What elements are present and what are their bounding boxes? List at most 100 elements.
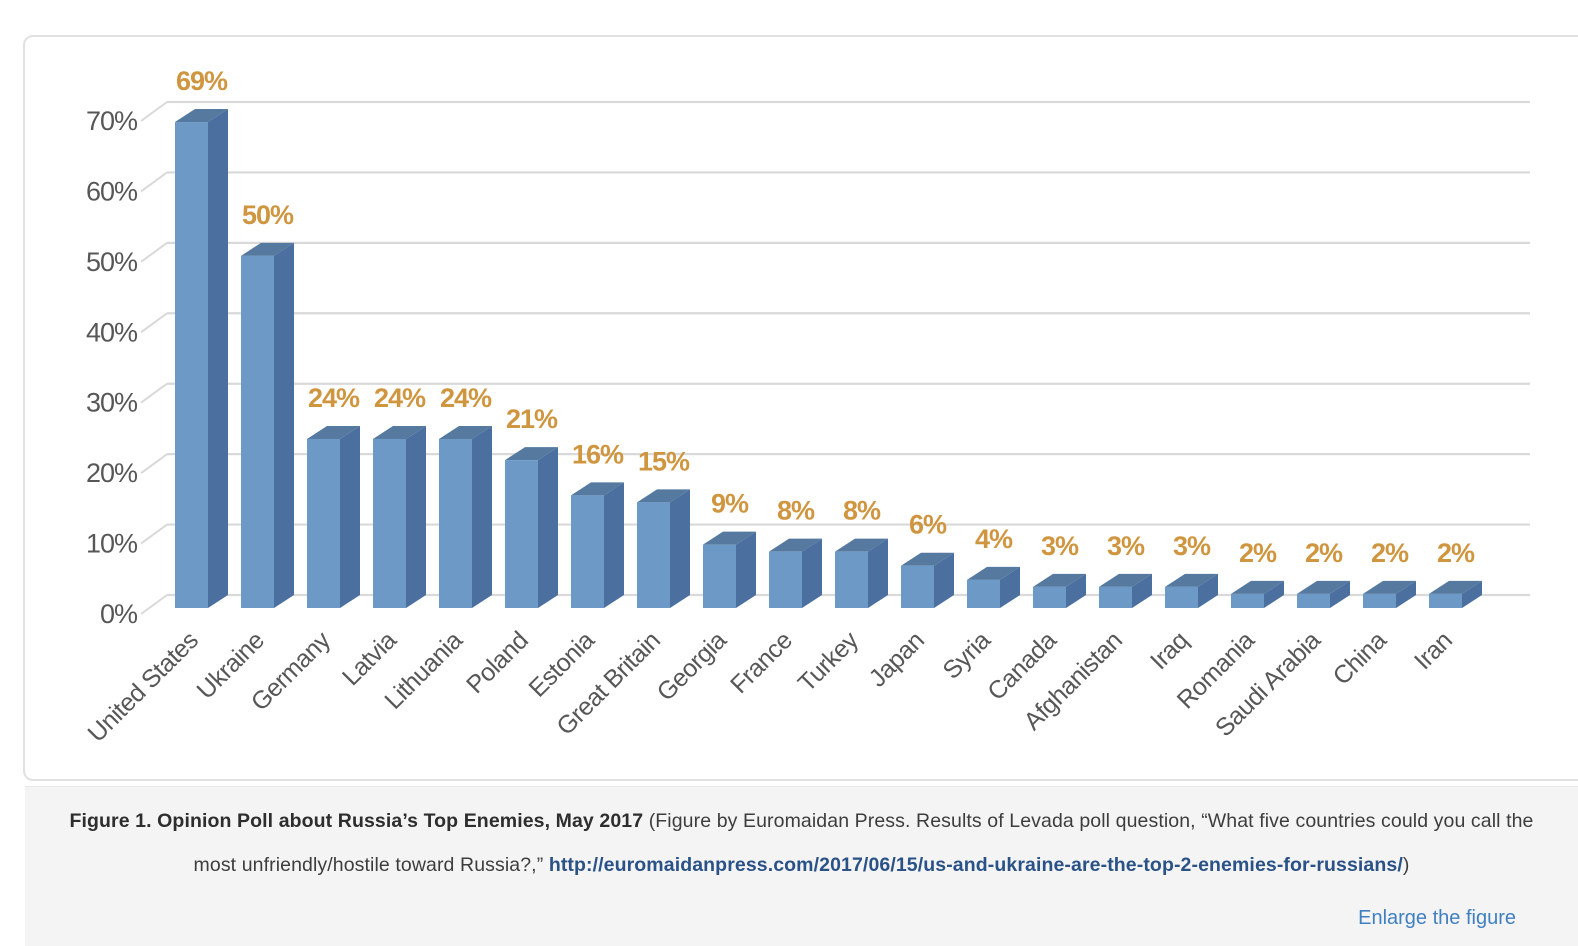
bar-value-label: 2% bbox=[1371, 538, 1409, 568]
bar bbox=[241, 255, 274, 608]
bar-side-face bbox=[934, 552, 954, 608]
y-axis-lead-line bbox=[140, 171, 168, 193]
bar-side-face bbox=[1198, 573, 1218, 608]
bar-side-face bbox=[736, 531, 756, 608]
bar-value-label: 2% bbox=[1437, 538, 1475, 568]
bar-side-face bbox=[274, 242, 294, 608]
bar-value-label: 24% bbox=[374, 383, 426, 413]
bar bbox=[1429, 593, 1462, 608]
x-category-label: Iraq bbox=[1145, 626, 1194, 675]
bar bbox=[835, 551, 868, 608]
bar-side-face bbox=[406, 425, 426, 608]
bar-side-face bbox=[1462, 580, 1482, 608]
y-tick-label: 40% bbox=[86, 317, 138, 347]
y-axis-lead-line bbox=[140, 594, 168, 615]
bar-value-label: 9% bbox=[711, 489, 749, 519]
bar bbox=[505, 460, 538, 608]
bar-side-face bbox=[1000, 566, 1020, 608]
y-tick-label: 50% bbox=[86, 247, 138, 277]
bar bbox=[175, 122, 208, 609]
bar-value-label: 24% bbox=[308, 383, 360, 413]
x-category-label: Syria bbox=[937, 626, 996, 685]
bar-side-face bbox=[538, 447, 558, 608]
figure-chart-panel: 0% 10% 20% 30% 40% 50% 60% 70% 69% United States 5… bbox=[23, 35, 1578, 781]
bar-value-label: 24% bbox=[440, 383, 492, 413]
y-axis-lead-line bbox=[140, 242, 168, 263]
bar-top-face bbox=[769, 538, 822, 552]
bar bbox=[1363, 593, 1396, 608]
caption-close-paren: ) bbox=[1402, 854, 1410, 876]
bar-side-face bbox=[604, 482, 624, 608]
bar-top-face bbox=[901, 552, 954, 566]
bar-top-face bbox=[1099, 573, 1152, 587]
bar-top-face bbox=[439, 425, 492, 439]
bar-side-face bbox=[1264, 580, 1284, 608]
bar-value-label: 3% bbox=[1041, 531, 1079, 561]
bar bbox=[307, 438, 340, 608]
bar-value-label: 6% bbox=[909, 510, 947, 540]
bar-value-label: 2% bbox=[1305, 538, 1343, 568]
bar-side-face bbox=[208, 109, 228, 609]
bar bbox=[1297, 593, 1330, 608]
enlarge-figure-link[interactable]: Enlarge the figure bbox=[1358, 907, 1516, 929]
bar-top-face bbox=[1363, 580, 1416, 594]
x-category-label: Japan bbox=[864, 626, 930, 692]
bar-top-face bbox=[571, 482, 624, 496]
bar-chart: 0% 10% 20% 30% 40% 50% 60% 70% 69% United States 5… bbox=[82, 66, 1530, 748]
bar-top-face bbox=[1231, 580, 1284, 594]
caption-body: (Figure by Euromaidan Press. Results of … bbox=[193, 810, 1534, 876]
bar-top-face bbox=[835, 538, 888, 552]
x-category-label: Georgia bbox=[652, 626, 733, 707]
y-tick-label: 30% bbox=[86, 388, 138, 418]
bar-top-face bbox=[703, 531, 756, 545]
y-axis-lead-line bbox=[140, 523, 168, 545]
bar-top-face bbox=[1297, 580, 1350, 594]
bar-side-face bbox=[472, 425, 492, 608]
bar-top-face bbox=[373, 425, 426, 439]
x-category-label: United States bbox=[82, 626, 203, 747]
y-tick-label: 60% bbox=[86, 176, 138, 206]
x-category-label: Poland bbox=[461, 626, 534, 699]
bar bbox=[1099, 586, 1132, 608]
y-tick-label: 0% bbox=[100, 599, 138, 629]
x-category-label: China bbox=[1328, 626, 1393, 691]
figure-caption: Figure 1. Opinion Poll about Russia’s To… bbox=[25, 786, 1578, 946]
bar-value-label: 50% bbox=[242, 200, 294, 230]
bar-side-face bbox=[868, 538, 888, 608]
bar-value-label: 2% bbox=[1239, 538, 1277, 568]
bar bbox=[1165, 586, 1198, 608]
bar bbox=[439, 438, 472, 608]
bar-top-face bbox=[1429, 580, 1482, 594]
bar-side-face bbox=[802, 538, 822, 608]
source-url-link[interactable]: http://euromaidanpress.com/2017/06/15/us… bbox=[548, 854, 1403, 876]
bar bbox=[1231, 593, 1264, 608]
bar-side-face bbox=[1396, 580, 1416, 608]
bar-top-face bbox=[1165, 573, 1218, 587]
bar bbox=[901, 565, 934, 608]
bar-value-label: 16% bbox=[572, 439, 624, 469]
bar-top-face bbox=[967, 566, 1020, 580]
bar-side-face bbox=[1066, 573, 1086, 608]
y-axis-lead-line bbox=[140, 453, 168, 474]
x-category-label: Iran bbox=[1409, 626, 1458, 675]
bar-value-label: 8% bbox=[843, 496, 881, 526]
bar bbox=[703, 544, 736, 608]
x-category-label: France bbox=[725, 626, 798, 699]
bar bbox=[373, 438, 406, 608]
bar bbox=[769, 551, 802, 608]
y-axis-lead-line bbox=[140, 101, 168, 122]
bar-value-label: 69% bbox=[176, 66, 228, 96]
bar-side-face bbox=[1132, 573, 1152, 608]
bar bbox=[571, 495, 604, 608]
bar-value-label: 8% bbox=[777, 496, 815, 526]
bar bbox=[637, 502, 670, 608]
x-category-label: Turkey bbox=[793, 626, 865, 698]
y-tick-label: 70% bbox=[86, 106, 138, 136]
bar-side-face bbox=[1330, 580, 1350, 608]
bar-top-face bbox=[175, 109, 228, 123]
bar-top-face bbox=[1033, 573, 1086, 587]
bar-value-label: 15% bbox=[638, 446, 690, 476]
caption-text: Figure 1. Opinion Poll about Russia’s To… bbox=[60, 787, 1544, 887]
y-axis-lead-line bbox=[140, 312, 168, 334]
caption-bold-lead: Figure 1. Opinion Poll about Russia’s To… bbox=[69, 810, 644, 832]
